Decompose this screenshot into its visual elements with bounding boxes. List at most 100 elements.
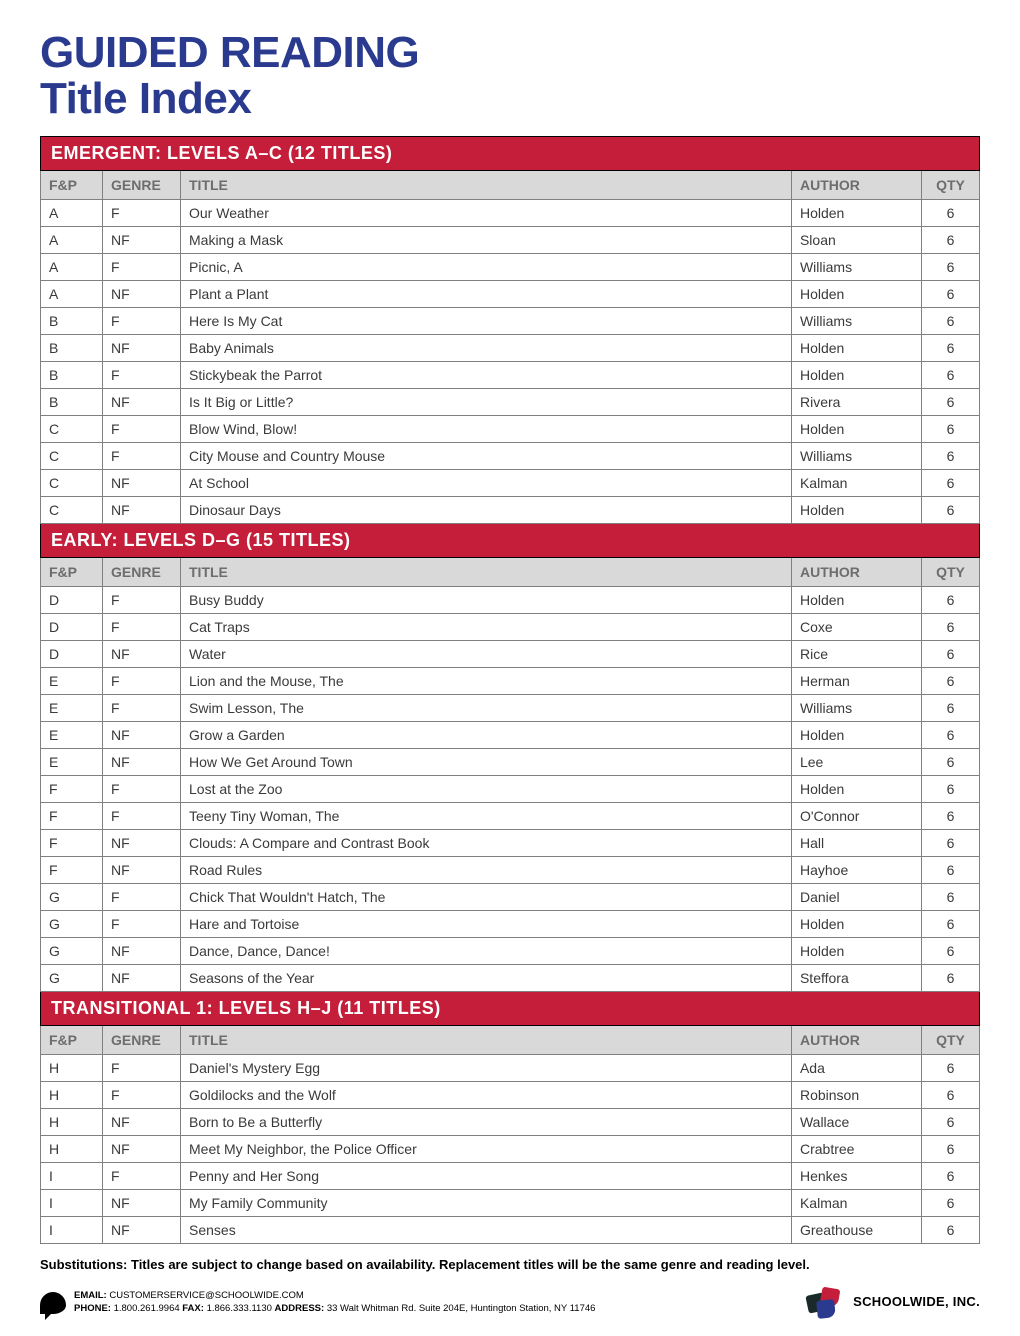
substitutions-note: Substitutions: Titles are subject to cha… <box>40 1256 980 1274</box>
cell-author: Ada <box>791 1055 921 1082</box>
cell-title: Cat Traps <box>181 614 792 641</box>
cell-author: Holden <box>791 200 921 227</box>
cell-fp: C <box>41 443 103 470</box>
cell-author: Wallace <box>791 1109 921 1136</box>
cell-qty: 6 <box>921 389 979 416</box>
cell-genre: NF <box>103 857 181 884</box>
cell-author: Holden <box>791 416 921 443</box>
table-row: GFHare and TortoiseHolden6 <box>41 911 980 938</box>
section-header: TRANSITIONAL 1: LEVELS H–J (11 TITLES) <box>41 992 980 1026</box>
cell-author: Holden <box>791 587 921 614</box>
cell-author: Rivera <box>791 389 921 416</box>
cell-author: Williams <box>791 254 921 281</box>
cell-fp: F <box>41 776 103 803</box>
cell-genre: F <box>103 308 181 335</box>
cell-title: At School <box>181 470 792 497</box>
cell-genre: F <box>103 1163 181 1190</box>
cell-fp: G <box>41 911 103 938</box>
cell-title: Meet My Neighbor, the Police Officer <box>181 1136 792 1163</box>
cell-title: Dance, Dance, Dance! <box>181 938 792 965</box>
cell-genre: NF <box>103 470 181 497</box>
phone-value: 1.800.261.9964 <box>114 1303 180 1314</box>
cell-genre: NF <box>103 1109 181 1136</box>
column-header-qty: QTY <box>921 171 979 200</box>
cell-fp: A <box>41 200 103 227</box>
cell-qty: 6 <box>921 803 979 830</box>
cell-qty: 6 <box>921 200 979 227</box>
cell-title: Here Is My Cat <box>181 308 792 335</box>
table-row: ANFPlant a PlantHolden6 <box>41 281 980 308</box>
cell-title: Making a Mask <box>181 227 792 254</box>
table-row: FFTeeny Tiny Woman, TheO'Connor6 <box>41 803 980 830</box>
cell-author: Holden <box>791 335 921 362</box>
cell-author: Daniel <box>791 884 921 911</box>
cell-fp: G <box>41 884 103 911</box>
cell-author: Sloan <box>791 227 921 254</box>
table-row: FFLost at the ZooHolden6 <box>41 776 980 803</box>
cell-qty: 6 <box>921 227 979 254</box>
table-row: DNFWaterRice6 <box>41 641 980 668</box>
cell-title: Picnic, A <box>181 254 792 281</box>
cell-author: Holden <box>791 497 921 524</box>
cell-fp: C <box>41 497 103 524</box>
cell-qty: 6 <box>921 1163 979 1190</box>
cell-genre: NF <box>103 749 181 776</box>
table-row: HFGoldilocks and the WolfRobinson6 <box>41 1082 980 1109</box>
column-header-title: TITLE <box>181 1026 792 1055</box>
cell-fp: E <box>41 749 103 776</box>
cell-title: Is It Big or Little? <box>181 389 792 416</box>
cell-genre: NF <box>103 641 181 668</box>
cell-author: Holden <box>791 938 921 965</box>
table-row: BFStickybeak the ParrotHolden6 <box>41 362 980 389</box>
cell-author: Robinson <box>791 1082 921 1109</box>
cell-genre: F <box>103 587 181 614</box>
cell-qty: 6 <box>921 938 979 965</box>
cell-title: City Mouse and Country Mouse <box>181 443 792 470</box>
contact-info: EMAIL: CUSTOMERSERVICE@SCHOOLWIDE.COM PH… <box>74 1290 595 1316</box>
table-row: AFPicnic, AWilliams6 <box>41 254 980 281</box>
cell-title: Born to Be a Butterfly <box>181 1109 792 1136</box>
cell-title: Goldilocks and the Wolf <box>181 1082 792 1109</box>
cell-qty: 6 <box>921 830 979 857</box>
fax-value: 1.866.333.1130 <box>207 1303 272 1314</box>
address-value: 33 Walt Whitman Rd. Suite 204E, Huntingt… <box>327 1303 596 1314</box>
cell-qty: 6 <box>921 1109 979 1136</box>
cell-qty: 6 <box>921 362 979 389</box>
table-row: IFPenny and Her SongHenkes6 <box>41 1163 980 1190</box>
cell-title: How We Get Around Town <box>181 749 792 776</box>
cell-fp: F <box>41 857 103 884</box>
cell-title: Penny and Her Song <box>181 1163 792 1190</box>
cell-fp: G <box>41 938 103 965</box>
reading-index-table: EMERGENT: LEVELS A–C (12 TITLES)F&PGENRE… <box>40 136 980 1244</box>
cell-genre: F <box>103 443 181 470</box>
cell-genre: NF <box>103 227 181 254</box>
table-row: CNFAt SchoolKalman6 <box>41 470 980 497</box>
table-row: BNFBaby AnimalsHolden6 <box>41 335 980 362</box>
column-header-author: AUTHOR <box>791 558 921 587</box>
table-row: CFBlow Wind, Blow!Holden6 <box>41 416 980 443</box>
cell-fp: E <box>41 695 103 722</box>
cell-author: Hall <box>791 830 921 857</box>
page-title: GUIDED READING Title Index <box>40 30 980 122</box>
table-row: GFChick That Wouldn't Hatch, TheDaniel6 <box>41 884 980 911</box>
cell-qty: 6 <box>921 443 979 470</box>
cell-fp: A <box>41 254 103 281</box>
cell-author: Williams <box>791 443 921 470</box>
table-row: EFLion and the Mouse, TheHerman6 <box>41 668 980 695</box>
address-label: ADDRESS: <box>275 1303 325 1314</box>
table-row: EFSwim Lesson, TheWilliams6 <box>41 695 980 722</box>
cell-title: Road Rules <box>181 857 792 884</box>
column-header-genre: GENRE <box>103 558 181 587</box>
cell-title: Dinosaur Days <box>181 497 792 524</box>
title-line-1: GUIDED READING <box>40 28 419 77</box>
cell-title: Plant a Plant <box>181 281 792 308</box>
cell-fp: H <box>41 1109 103 1136</box>
cell-title: Our Weather <box>181 200 792 227</box>
cell-genre: NF <box>103 965 181 992</box>
cell-qty: 6 <box>921 884 979 911</box>
cell-fp: H <box>41 1055 103 1082</box>
cell-title: Chick That Wouldn't Hatch, The <box>181 884 792 911</box>
cell-genre: F <box>103 1082 181 1109</box>
table-row: DFBusy BuddyHolden6 <box>41 587 980 614</box>
cell-fp: F <box>41 803 103 830</box>
